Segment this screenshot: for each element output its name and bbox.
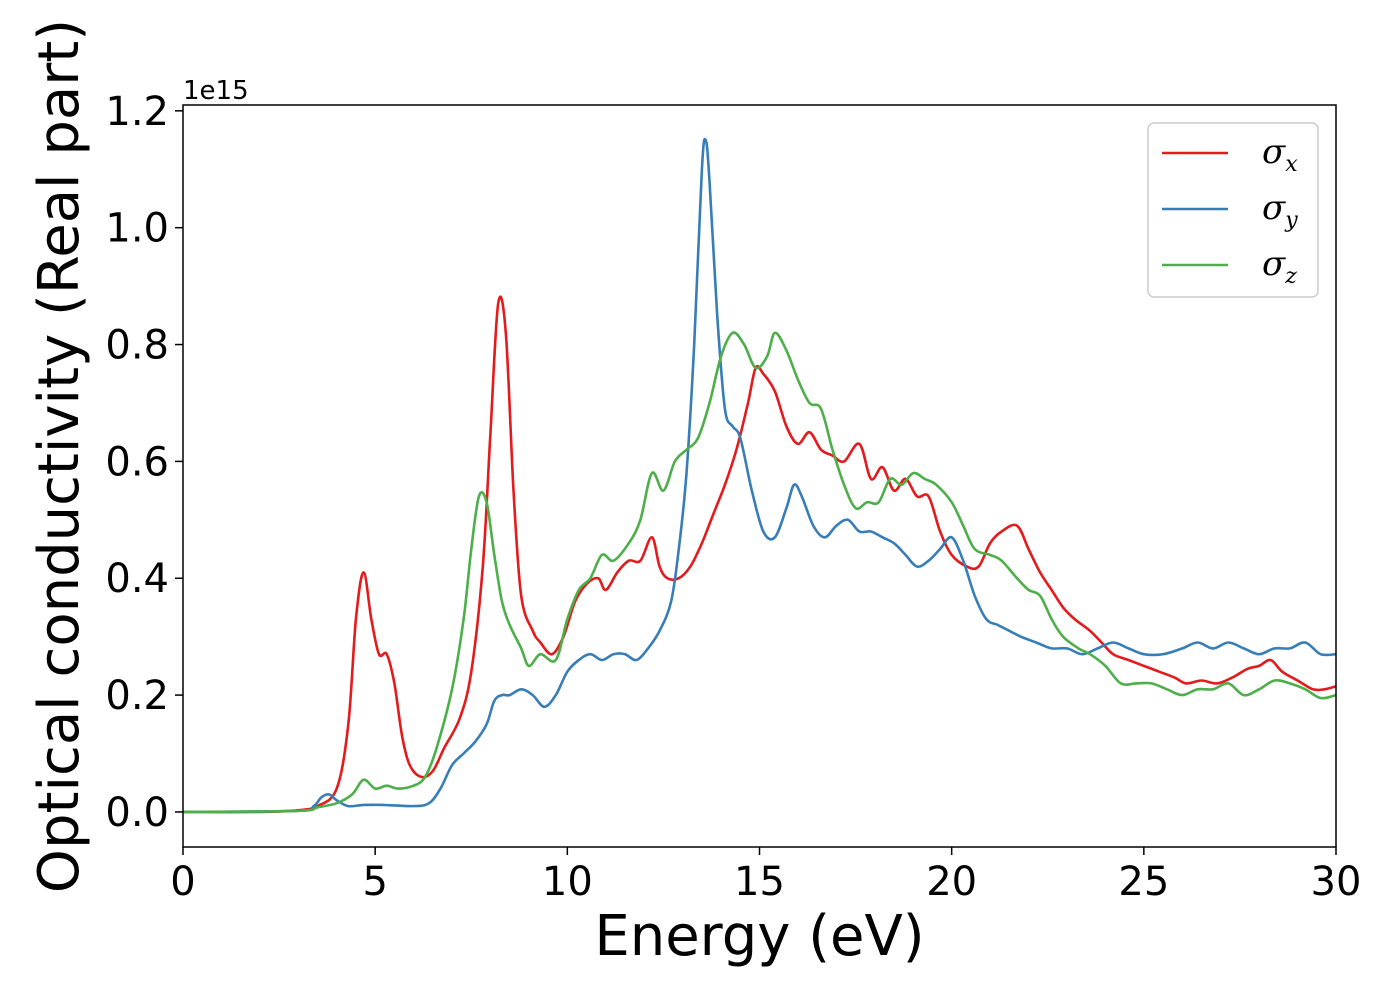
x-tick-label: 10 [542,859,593,905]
y-offset-label: 1e15 [183,76,249,106]
x-tick-label: 5 [362,859,387,905]
x-tick-label: 20 [926,859,977,905]
legend-label: σz [1262,244,1297,289]
y-tick-label: 0.2 [105,673,169,719]
x-tick-label: 0 [170,859,195,905]
y-tick-label: 1.2 [105,89,169,135]
legend-box [1147,122,1319,298]
series-line-x [183,295,1336,814]
x-tick-label: 30 [1311,859,1362,905]
series-line-z [183,331,1336,814]
x-tick-label: 25 [1118,859,1169,905]
y-tick-label: 0.4 [105,556,169,602]
series-line-y [183,137,1336,814]
x-axis-label: Energy (eV) [594,904,924,969]
y-axis-ticks: 0.0 0.2 0.4 0.6 0.8 1.0 1.2 [105,89,183,836]
series-layer [183,137,1336,814]
x-axis-ticks: 0 5 10 15 20 25 30 [170,847,1361,905]
y-tick-label: 0.6 [105,439,169,485]
y-axis-label: Optical conductivity (Real part) [27,19,92,893]
legend-item-z: σz [1162,244,1297,289]
y-tick-label: 0.8 [105,323,169,369]
y-tick-label: 1.0 [105,206,169,252]
x-tick-label: 15 [734,859,785,905]
y-tick-label: 0.0 [105,790,169,836]
